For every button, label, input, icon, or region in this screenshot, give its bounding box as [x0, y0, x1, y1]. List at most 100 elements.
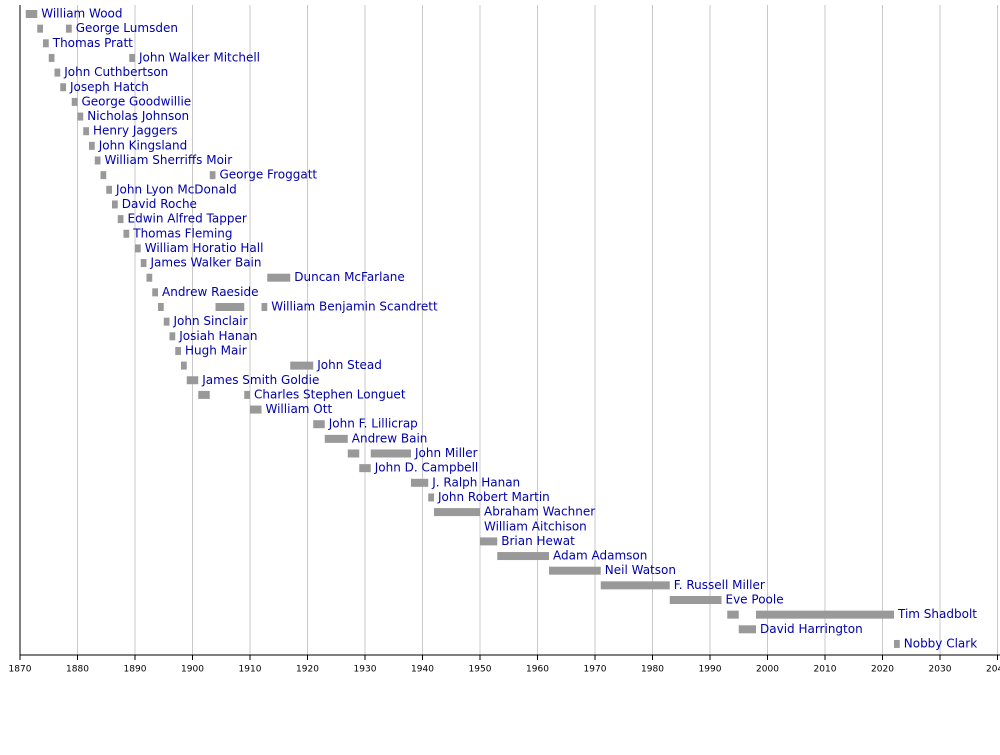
name-label[interactable]: Abraham Wachner [484, 505, 595, 519]
term-bar [756, 610, 894, 619]
name-label[interactable]: William Sherriffs Moir [105, 153, 233, 167]
name-label[interactable]: William Benjamin Scandrett [271, 300, 438, 314]
term-bar [244, 390, 250, 399]
x-tick-label: 1940 [411, 665, 434, 675]
name-label[interactable]: F. Russell Miller [674, 578, 765, 592]
name-label[interactable]: Hugh Mair [185, 343, 247, 357]
x-tick-label: 2020 [871, 665, 894, 675]
name-label[interactable]: Adam Adamson [553, 549, 647, 563]
term-bar [267, 273, 291, 282]
name-label[interactable]: Nicholas Johnson [87, 109, 189, 123]
term-bar [158, 303, 164, 311]
name-label[interactable]: James Smith Goldie [201, 373, 319, 387]
term-bar [129, 53, 135, 62]
name-label[interactable]: Tim Shadbolt [897, 607, 977, 621]
x-tick-label: 1960 [526, 665, 549, 675]
x-tick-label: 2030 [929, 665, 952, 675]
name-label[interactable]: William Horatio Hall [145, 241, 264, 255]
term-bar [738, 625, 756, 634]
name-label[interactable]: William Ott [266, 402, 333, 416]
x-tick-label: 2010 [814, 665, 837, 675]
term-bar [123, 229, 130, 238]
term-bar [66, 24, 72, 33]
name-label[interactable]: John Stead [316, 358, 382, 372]
name-label[interactable]: John Kingsland [98, 138, 188, 152]
x-tick-label: 1900 [181, 665, 204, 675]
term-bar [89, 141, 95, 150]
name-label[interactable]: James Walker Bain [150, 256, 262, 270]
term-bar [163, 317, 170, 326]
name-label[interactable]: John D. Campbell [374, 461, 478, 475]
name-label[interactable]: David Roche [122, 197, 197, 211]
name-label[interactable]: John F. Lillicrap [328, 417, 418, 431]
term-bar [25, 10, 38, 18]
name-label[interactable]: John Cuthbertson [63, 65, 168, 79]
term-bar [411, 478, 429, 487]
term-bar [428, 493, 434, 502]
name-label[interactable]: David Harrington [760, 622, 863, 636]
term-bar [313, 420, 325, 429]
term-bar [48, 53, 55, 62]
name-label[interactable]: Nobby Clark [904, 636, 977, 650]
x-tick-label: 1970 [584, 665, 607, 675]
name-label[interactable]: Andrew Bain [352, 431, 428, 445]
name-label[interactable]: Charles Stephen Longuet [254, 387, 406, 401]
term-bar [215, 303, 245, 311]
term-bar [175, 346, 181, 355]
term-bar [359, 464, 371, 473]
name-label[interactable]: William Wood [41, 7, 122, 21]
term-bar [480, 537, 498, 546]
term-bar [181, 361, 187, 370]
term-bar [186, 376, 199, 385]
term-bar [324, 434, 348, 443]
term-bar [140, 259, 147, 268]
term-bar [117, 215, 124, 224]
name-label[interactable]: William Aitchison [484, 519, 587, 533]
name-label[interactable]: Eve Poole [726, 593, 784, 607]
name-label[interactable]: Henry Jaggers [93, 124, 178, 138]
term-bar [549, 566, 601, 575]
name-label[interactable]: Joseph Hatch [69, 80, 149, 94]
name-label[interactable]: Thomas Pratt [52, 36, 133, 50]
name-label[interactable]: George Froggatt [220, 168, 318, 182]
x-tick-label: 1930 [354, 665, 377, 675]
name-label[interactable]: Brian Hewat [501, 534, 575, 548]
term-bar [198, 390, 210, 399]
name-label[interactable]: Thomas Fleming [132, 226, 232, 240]
x-tick-label: 1920 [296, 665, 319, 675]
term-bar [169, 332, 176, 341]
x-tick-label: 1890 [124, 665, 147, 675]
name-label[interactable]: John Sinclair [173, 314, 248, 328]
term-bar [71, 97, 78, 106]
name-label[interactable]: Duncan McFarlane [294, 270, 405, 284]
name-label[interactable]: John Robert Martin [437, 490, 550, 504]
term-bar [152, 288, 158, 297]
name-label[interactable]: J. Ralph Hanan [431, 475, 520, 489]
x-tick-label: 1880 [66, 665, 89, 675]
term-bar [250, 405, 262, 414]
name-label[interactable]: Edwin Alfred Tapper [128, 212, 247, 226]
name-label[interactable]: John Walker Mitchell [138, 50, 260, 64]
name-label[interactable]: Andrew Raeside [162, 285, 259, 299]
term-bar [60, 83, 66, 92]
name-label[interactable]: John Miller [414, 446, 478, 460]
term-bar [894, 639, 900, 648]
term-bar [112, 200, 118, 209]
name-label[interactable]: George Lumsden [76, 21, 178, 35]
x-tick-label: 1980 [641, 665, 664, 675]
term-bar [43, 39, 49, 48]
name-label[interactable]: John Lyon McDonald [115, 182, 237, 196]
name-label[interactable]: George Goodwillie [82, 94, 192, 108]
term-bar [100, 171, 107, 180]
term-bar [77, 112, 84, 121]
name-label[interactable]: Neil Watson [605, 563, 676, 577]
term-bar [146, 273, 153, 282]
term-bar [290, 361, 314, 370]
term-bar [347, 449, 360, 458]
term-bar [37, 24, 43, 33]
name-label[interactable]: Josiah Hanan [178, 329, 257, 343]
term-bar [94, 156, 101, 165]
term-bar [727, 610, 739, 619]
term-bar [106, 185, 112, 194]
